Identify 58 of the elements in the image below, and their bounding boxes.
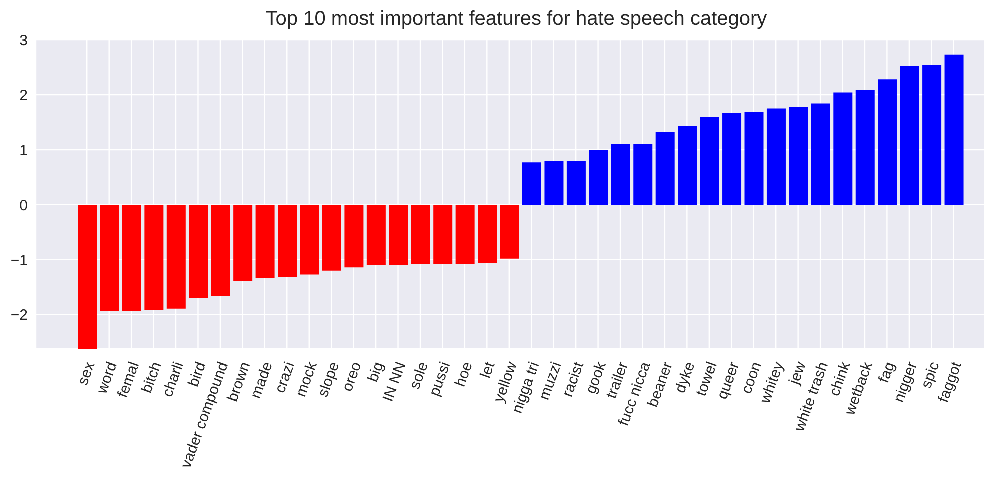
bar [944,54,964,205]
x-tick-label: fag [876,360,899,386]
bar [278,204,298,277]
bar [856,90,875,205]
bar [544,162,564,205]
bar [811,104,830,205]
bar [100,204,120,312]
bar [678,126,698,205]
y-tick-label: 3 [20,32,28,50]
bar [478,204,498,264]
bar [634,144,653,205]
bar [789,107,808,205]
chart-title: Top 10 most important features for hate speech category [264,8,768,32]
bar [922,65,942,205]
bar [389,204,408,266]
x-tick-label: spic [918,359,944,391]
bar [434,204,453,264]
bar [656,132,675,205]
x-tick-label: oreo [339,360,366,394]
y-tick-label: 2 [20,87,28,104]
bar [411,204,430,264]
bar [766,108,786,205]
bar [366,204,386,266]
bar [344,204,364,268]
bar [456,204,475,264]
bar [589,150,608,205]
bar [700,118,720,205]
x-tick-label: towel [692,360,721,399]
x-tick-label: let [477,359,499,381]
bar [256,204,275,278]
bar [566,160,586,205]
bar [611,144,630,205]
bar [211,204,230,296]
bar [300,204,320,275]
x-tick-label: sex [74,359,99,388]
y-tick-label: −2 [10,307,28,324]
x-tick-label: bitch [138,360,166,396]
bar [166,204,186,309]
bar [744,112,764,205]
bar [189,204,208,298]
x-tick-label: hoe [452,360,476,390]
bar [78,204,97,349]
bar [522,162,542,205]
bar [900,66,920,205]
bar [834,92,853,205]
x-tick-label: crazi [272,360,299,396]
x-tick-label: big [364,360,388,385]
y-tick-label: 1 [20,142,28,160]
bar [144,204,164,310]
y-tick-label: −1 [10,252,28,270]
bar [234,204,253,282]
x-tick-label: jew [786,360,810,388]
bar [878,80,898,205]
bar [122,204,142,312]
bar [322,204,342,271]
bar [500,204,520,259]
bar [722,113,742,205]
y-tick-label: 0 [20,197,28,214]
